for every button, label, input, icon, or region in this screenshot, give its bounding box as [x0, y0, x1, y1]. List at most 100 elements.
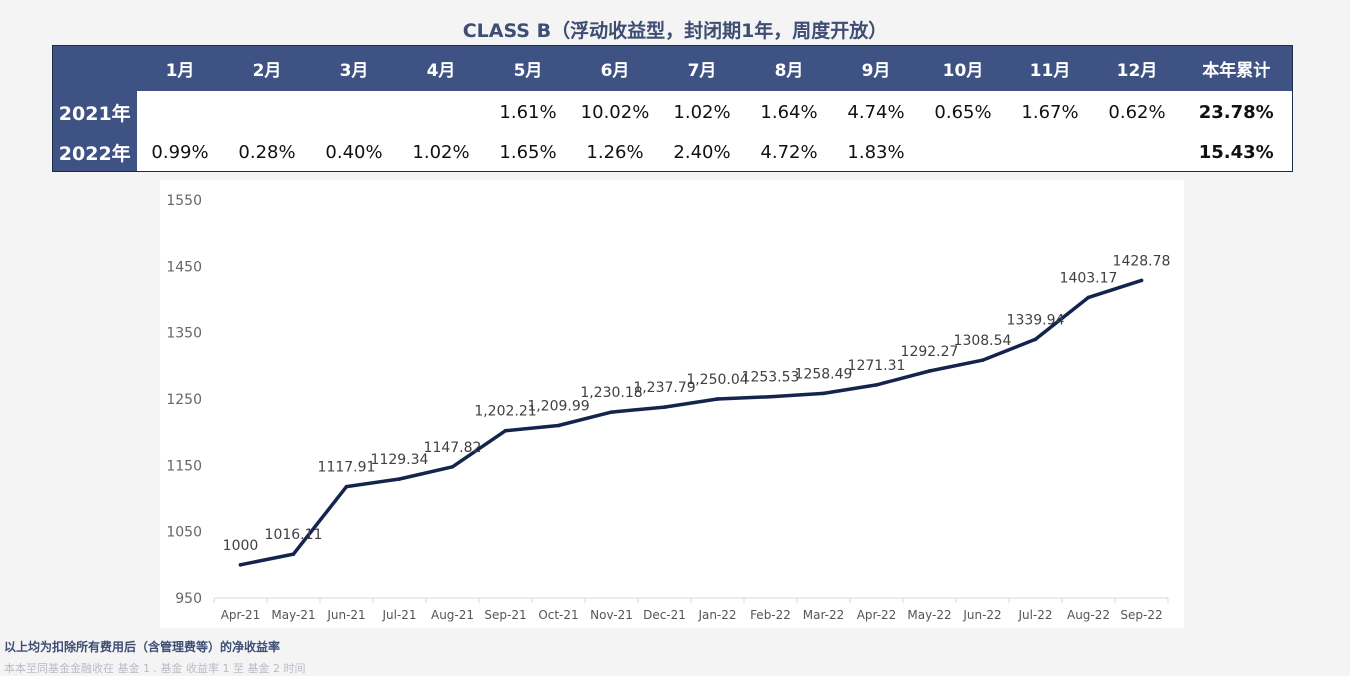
x-tick-label: May-22 — [907, 608, 951, 622]
y-tick-label: 1050 — [166, 525, 202, 541]
data-label: 1428.78 — [1113, 253, 1171, 269]
header-cell: 6月 — [571, 45, 659, 91]
chart-title: CLASS B（浮动收益型，封闭期1年，周度开放） — [462, 20, 888, 42]
table-cell: 1.61% — [484, 91, 572, 133]
data-label: 1339.94 — [1007, 312, 1065, 328]
x-tick-label: Apr-22 — [857, 608, 897, 622]
data-point — [1033, 337, 1038, 342]
header-cell — [52, 45, 137, 91]
data-label: 1253.53 — [742, 370, 800, 386]
table-cell: 0.99% — [136, 133, 224, 172]
header-cell: 2月 — [223, 45, 311, 91]
table-cell — [223, 91, 311, 133]
x-tick-label: Oct-21 — [538, 608, 578, 622]
x-tick-label: Jan-22 — [697, 608, 736, 622]
data-point — [291, 552, 296, 556]
table-cell: 1.02% — [397, 133, 485, 172]
table-cell: 2.40% — [658, 133, 746, 172]
y-tick-label: 1150 — [166, 458, 202, 474]
x-tick-label: Dec-21 — [643, 608, 686, 622]
data-label: 1308.54 — [954, 333, 1012, 349]
table-cell — [919, 133, 1007, 172]
y-tick-label: 1350 — [166, 326, 202, 342]
data-point — [503, 428, 508, 433]
x-tick-label: Feb-22 — [750, 608, 791, 622]
header-cell: 11月 — [1006, 45, 1094, 91]
header-cell: 10月 — [919, 45, 1007, 91]
data-label: 1271.31 — [848, 358, 906, 374]
x-tick-label: May-21 — [271, 608, 315, 622]
data-point — [927, 369, 932, 373]
data-point — [1139, 278, 1144, 283]
header-cell: 7月 — [658, 45, 746, 91]
data-point — [715, 397, 720, 401]
header-cell: 3月 — [310, 45, 398, 91]
header-cell: 5月 — [484, 45, 572, 91]
x-tick-label: Aug-21 — [431, 608, 474, 622]
data-label: 1129.34 — [371, 452, 429, 468]
data-point — [344, 484, 349, 489]
header-cell: 9月 — [832, 45, 920, 91]
table-cell — [1006, 133, 1094, 172]
y-tick-label: 1550 — [166, 193, 202, 209]
y-tick-label: 1450 — [166, 259, 202, 275]
monthly-returns-table: 1月 2月 3月 4月 5月 6月 7月 8月 9月 10月 11月 12月 本… — [52, 45, 1293, 172]
data-point — [397, 477, 402, 481]
x-tick-label: Jun-22 — [962, 608, 1001, 622]
table-cell: 1.02% — [658, 91, 746, 133]
table-cell: 1.64% — [745, 91, 833, 133]
data-point — [556, 423, 561, 428]
table-cell — [1093, 133, 1181, 172]
table-cell: 0.40% — [310, 133, 398, 172]
series-line — [238, 278, 1144, 567]
x-tick-label: Jul-22 — [1017, 608, 1052, 622]
data-label: 1016.11 — [265, 527, 323, 543]
data-label: 1147.82 — [424, 440, 482, 456]
data-point — [768, 394, 773, 399]
table-cell: 0.62% — [1093, 91, 1181, 133]
x-tick-label: Jun-21 — [326, 608, 365, 622]
table-cell: 0.65% — [919, 91, 1007, 133]
x-tick-label: Apr-21 — [221, 608, 261, 622]
data-point — [450, 464, 455, 469]
x-tick-label: Nov-21 — [590, 608, 633, 622]
x-tick-label: Sep-22 — [1120, 608, 1162, 622]
header-cell: 12月 — [1093, 45, 1181, 91]
data-label: 1000 — [223, 538, 259, 554]
table-cell: 4.72% — [745, 133, 833, 172]
y-tick-label: 1250 — [166, 392, 202, 408]
row-label: 2022年 — [52, 133, 137, 172]
table-header-row: 1月 2月 3月 4月 5月 6月 7月 8月 9月 10月 11月 12月 本… — [52, 45, 1293, 91]
data-label: 1,202.21 — [474, 404, 536, 420]
data-point — [821, 391, 826, 396]
table-cell: 1.65% — [484, 133, 572, 172]
data-point — [1086, 295, 1091, 300]
table-cell — [397, 91, 485, 133]
table-cell — [310, 91, 398, 133]
table-cell — [136, 91, 224, 133]
data-label: 1292.27 — [901, 344, 959, 360]
data-label: 1403.17 — [1060, 270, 1118, 286]
table-cell: 0.28% — [223, 133, 311, 172]
table-cell: 1.67% — [1006, 91, 1094, 133]
table-cell: 10.02% — [571, 91, 659, 133]
ytd-total-cell: 15.43% — [1180, 133, 1293, 172]
data-point — [609, 410, 614, 414]
header-cell: 8月 — [745, 45, 833, 91]
header-cell: 4月 — [397, 45, 485, 91]
table-cell: 4.74% — [832, 91, 920, 133]
data-point — [874, 383, 879, 387]
data-point — [662, 405, 667, 409]
x-tick-label: Mar-22 — [803, 608, 844, 622]
data-label: 1,237.79 — [633, 380, 695, 396]
header-cell: 1月 — [136, 45, 224, 91]
y-tick-label: 950 — [175, 591, 202, 607]
footnote: 以上均为扣除所有费用后（含管理费等）的净收益率 — [4, 640, 281, 654]
data-point — [980, 358, 985, 362]
row-label: 2021年 — [52, 91, 137, 133]
data-label: 1117.91 — [318, 460, 376, 476]
ytd-total-cell: 23.78% — [1180, 91, 1293, 133]
table-cell: 1.83% — [832, 133, 920, 172]
nav-chart-panel: 950 1050 1150 1250 1350 1450 1550 Apr-21 May-21 J… — [160, 180, 1184, 628]
nav-line-chart: 950 1050 1150 1250 1350 1450 1550 Apr-21 May-21 J… — [166, 193, 1171, 622]
